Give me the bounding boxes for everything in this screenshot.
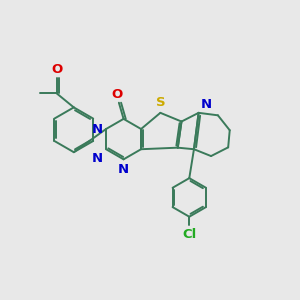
Text: N: N — [118, 163, 129, 176]
Text: O: O — [112, 88, 123, 101]
Text: Cl: Cl — [182, 228, 196, 241]
Text: N: N — [92, 122, 103, 136]
Text: N: N — [92, 152, 103, 165]
Text: S: S — [155, 96, 165, 109]
Text: O: O — [51, 63, 62, 76]
Text: N: N — [200, 98, 211, 111]
